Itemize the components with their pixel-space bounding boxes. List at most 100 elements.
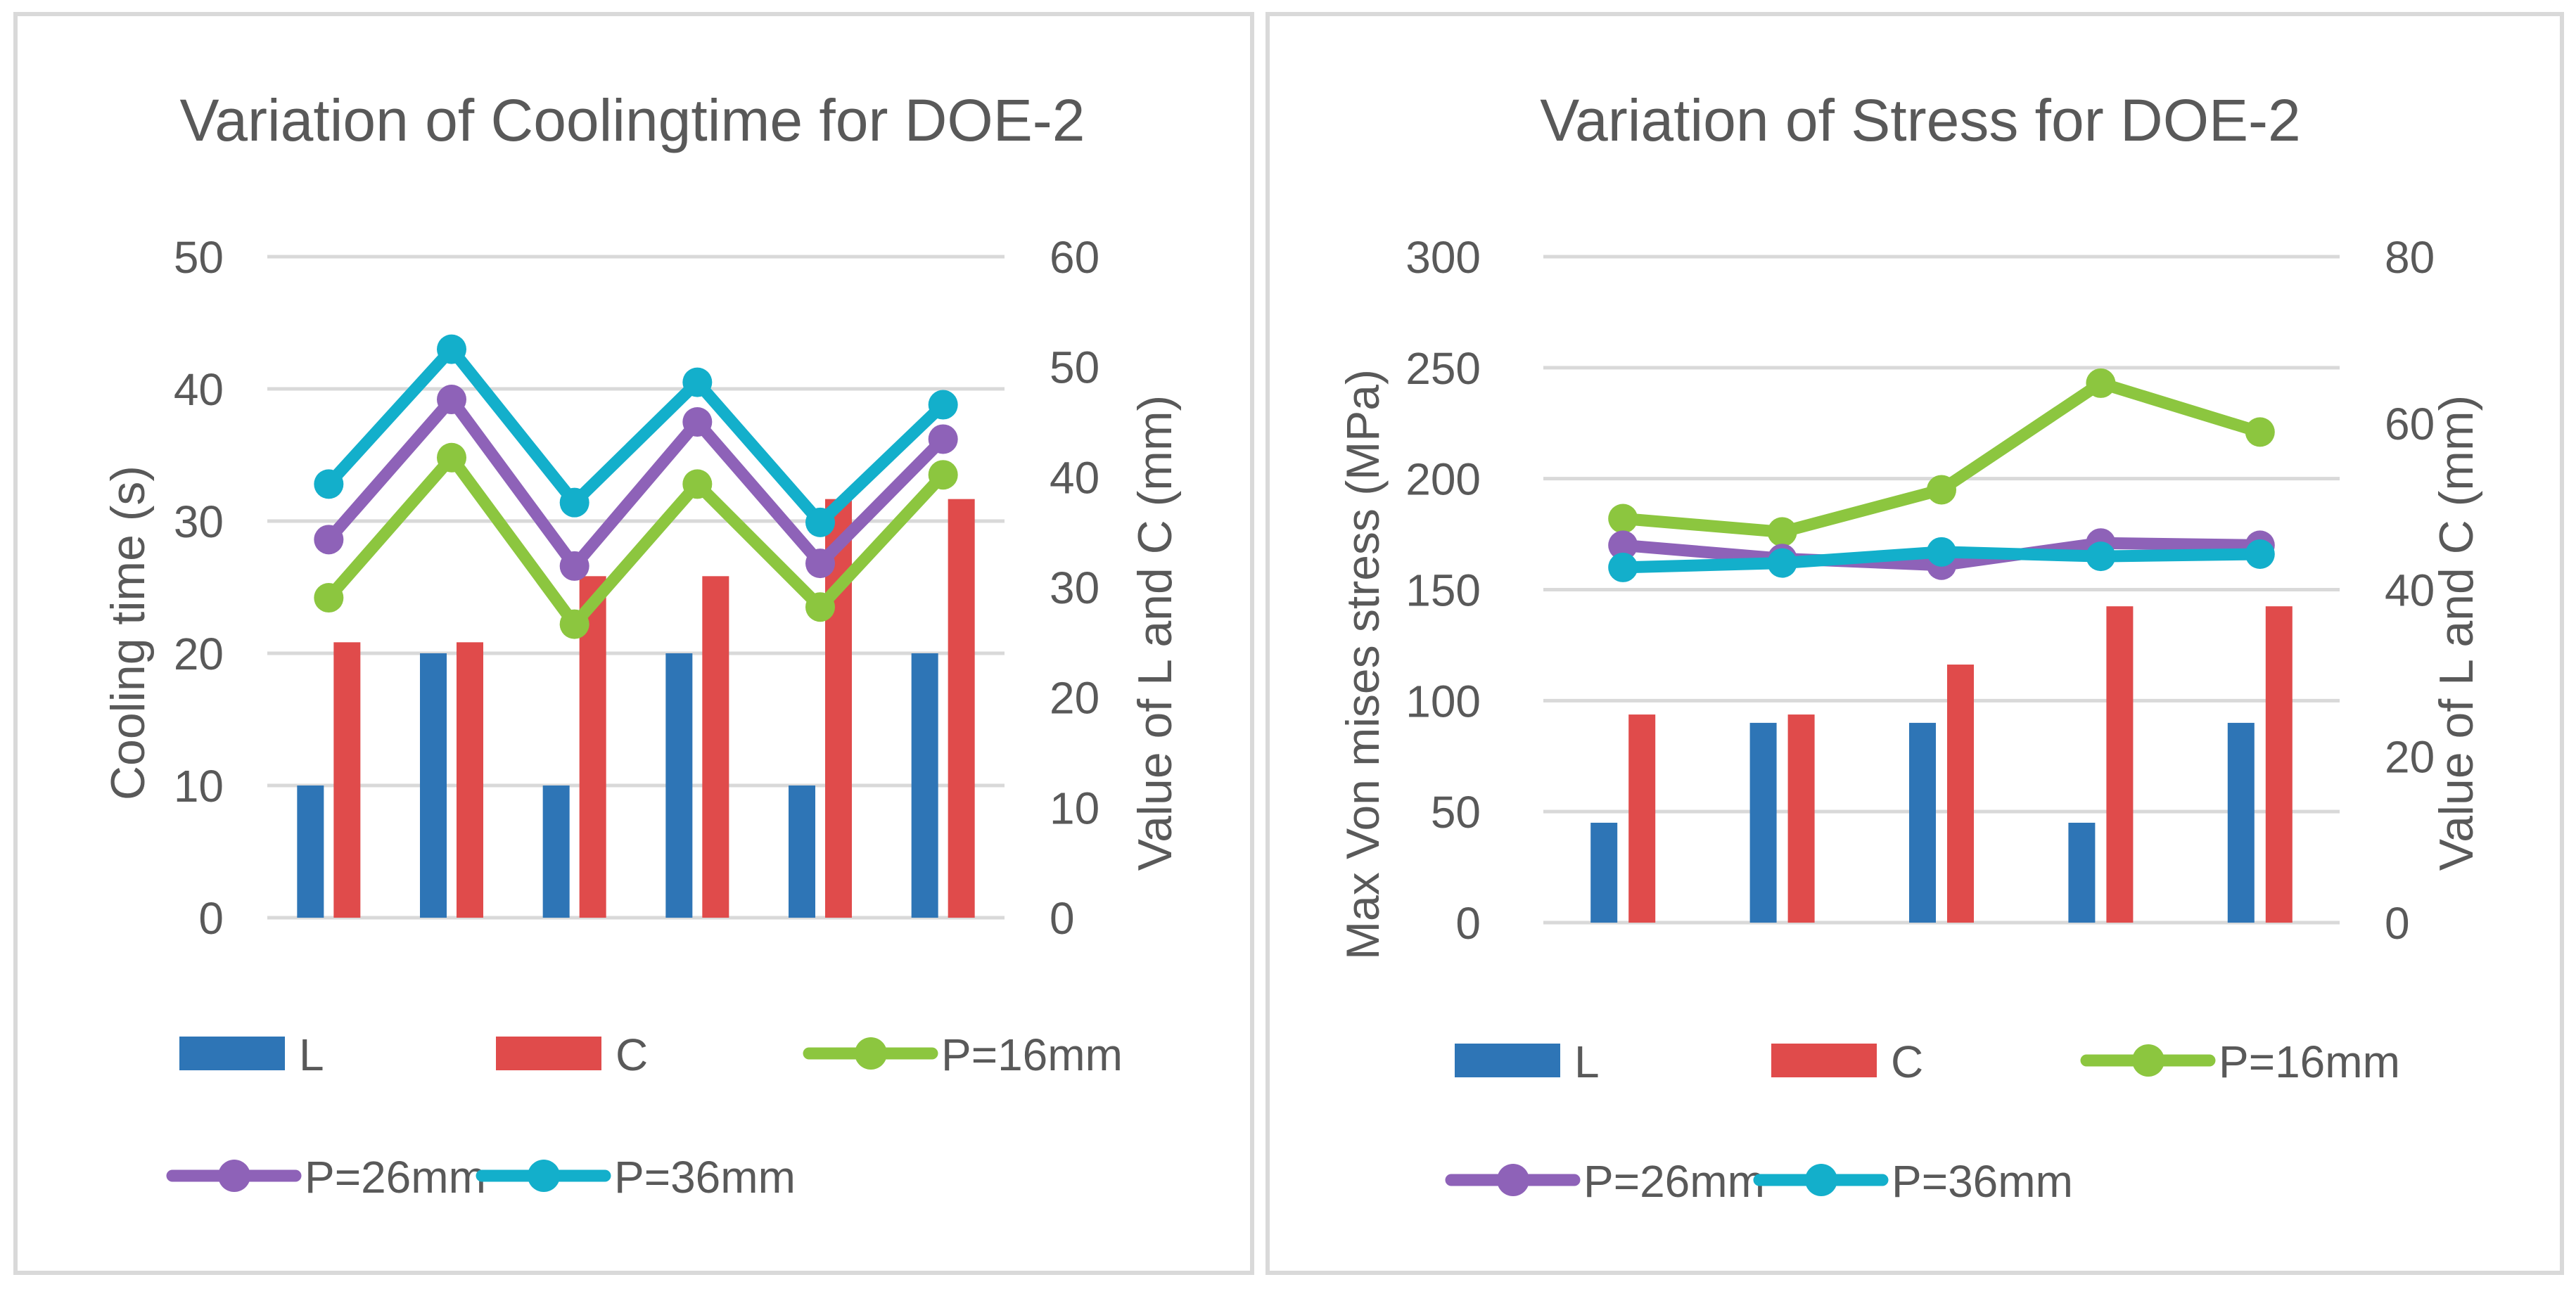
y2-axis-label: Value of L and C (mm) [1128, 395, 1182, 871]
bar-l [911, 653, 938, 918]
y-tick-label: 150 [1405, 565, 1481, 616]
bar-c [702, 576, 729, 918]
legend: L C P=16mm P=26mm P=36mm [166, 1030, 1123, 1203]
bar-l [2227, 722, 2255, 923]
line-series [1608, 368, 2275, 582]
y-axis-label: Max Von mises stress (MPa) [1337, 369, 1389, 960]
line-p16mm [322, 451, 950, 631]
bar-l [1749, 722, 1777, 923]
marker-p26mm [928, 424, 958, 454]
bar-c [333, 642, 361, 918]
marker-p16mm [2245, 417, 2275, 447]
marker-p16mm [928, 460, 958, 490]
cooling-time-chart: Variation of Coolingtime for DOE-2 Cooli… [13, 12, 1254, 1275]
marker-p36mm [559, 487, 589, 518]
bar-series [1590, 606, 2293, 923]
marker-p26mm [682, 407, 713, 437]
y-tick-label: 20 [174, 629, 224, 679]
y-tick-label: 10 [174, 761, 224, 812]
marker-p16mm [559, 609, 589, 639]
marker-p36mm [928, 390, 958, 420]
y2-tick-label: 20 [2385, 731, 2435, 782]
y2-tick-label: 40 [1050, 452, 1099, 503]
marker-p16mm [682, 469, 713, 499]
y2-axis-label: Value of L and C (mm) [2430, 395, 2483, 871]
legend-marker-p36mm [1805, 1164, 1837, 1196]
marker-p16mm [805, 592, 835, 622]
y2-tick-labels: 0 20 40 60 80 [2385, 232, 2435, 949]
y-tick-label: 30 [174, 496, 224, 547]
y-tick-labels: 0 10 20 30 40 50 [174, 232, 224, 944]
marker-p36mm [805, 507, 835, 537]
y-axis-label: Cooling time (s) [101, 466, 155, 800]
bar-c [1628, 714, 1656, 923]
marker-p26mm [805, 549, 835, 579]
marker-p26mm [437, 385, 466, 415]
legend-marker-p16mm [2132, 1044, 2164, 1077]
y-tick-label: 40 [174, 364, 224, 415]
y-tick-label: 100 [1405, 676, 1481, 726]
legend-marker-p26mm [218, 1160, 250, 1192]
legend-label-p36mm: P=36mm [1892, 1156, 2073, 1207]
marker-p36mm [314, 469, 344, 499]
y2-tick-label: 40 [2385, 565, 2435, 616]
legend-label-p16mm: P=16mm [2219, 1037, 2400, 1087]
marker-p36mm [682, 367, 713, 397]
cooling-time-chart-panel: Variation of Coolingtime for DOE-2 Cooli… [0, 0, 1265, 1289]
y-tick-label: 300 [1405, 232, 1481, 283]
marker-p16mm [2086, 368, 2116, 398]
bar-l [789, 785, 815, 918]
marker-p16mm [1767, 517, 1797, 547]
marker-p36mm [2086, 541, 2116, 572]
marker-p16mm [437, 442, 466, 473]
chart-title: Variation of Stress for DOE-2 [1540, 87, 2301, 153]
y2-tick-labels: 0 10 20 30 40 50 60 [1050, 232, 1099, 944]
marker-p16mm [1927, 475, 1956, 505]
y-tick-label: 50 [1431, 787, 1481, 838]
bar-l [542, 785, 570, 918]
bar-c [1947, 665, 1974, 923]
legend-label-c: C [1891, 1037, 1923, 1087]
y-tick-label: 200 [1405, 454, 1481, 505]
stress-chart: Variation of Stress for DOE-2 Max Von mi… [1265, 12, 2564, 1275]
line-p26mm [322, 393, 950, 572]
legend-swatch-c [496, 1037, 601, 1070]
y2-tick-label: 10 [1050, 783, 1099, 833]
legend-marker-p36mm [528, 1160, 560, 1192]
legend-marker-p26mm [1497, 1164, 1529, 1196]
bar-c [2106, 606, 2134, 923]
bar-c [457, 642, 483, 918]
marker-p36mm [2245, 539, 2275, 569]
marker-p16mm [314, 583, 344, 613]
marker-p36mm [1608, 552, 1638, 582]
line-p36mm [322, 343, 950, 529]
y2-tick-label: 30 [1050, 563, 1099, 613]
stress-chart-panel: Variation of Stress for DOE-2 Max Von mi… [1265, 0, 2576, 1289]
marker-p26mm [1608, 530, 1638, 560]
y-tick-label: 250 [1405, 343, 1481, 394]
legend-label-l: L [299, 1030, 324, 1080]
legend-swatch-l [179, 1037, 285, 1070]
y2-tick-label: 80 [2385, 232, 2435, 283]
legend-marker-p16mm [855, 1037, 887, 1070]
gridlines [1543, 255, 2340, 925]
y2-tick-label: 20 [1050, 673, 1099, 724]
y2-tick-label: 0 [1050, 893, 1075, 944]
legend: L C P=16mm P=26mm P=36mm [1445, 1037, 2400, 1207]
legend-label-p26mm: P=26mm [1583, 1156, 1765, 1207]
marker-p36mm [437, 334, 466, 364]
bar-series [297, 499, 975, 918]
y2-tick-label: 50 [1050, 342, 1099, 393]
legend-label-c: C [616, 1030, 648, 1080]
legend-label-p36mm: P=36mm [614, 1152, 796, 1203]
bar-c [2265, 606, 2293, 923]
y2-tick-label: 0 [2385, 898, 2410, 949]
marker-p26mm [559, 551, 589, 581]
line-series [314, 334, 958, 639]
legend-label-p26mm: P=26mm [305, 1152, 486, 1203]
y2-tick-label: 60 [2385, 399, 2435, 449]
y-tick-label: 0 [1455, 898, 1481, 949]
bar-l [1909, 722, 1936, 923]
legend-label-l: L [1574, 1037, 1600, 1087]
legend-label-p16mm: P=16mm [941, 1030, 1123, 1080]
